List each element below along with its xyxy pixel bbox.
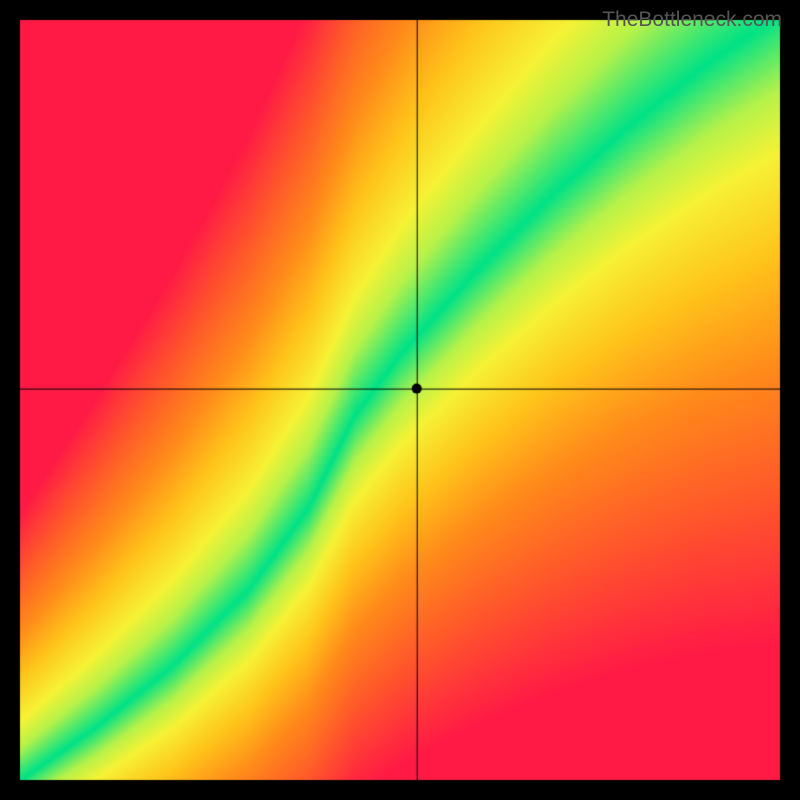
bottleneck-heatmap [0,0,800,800]
watermark-text: TheBottleneck.com [602,8,782,32]
